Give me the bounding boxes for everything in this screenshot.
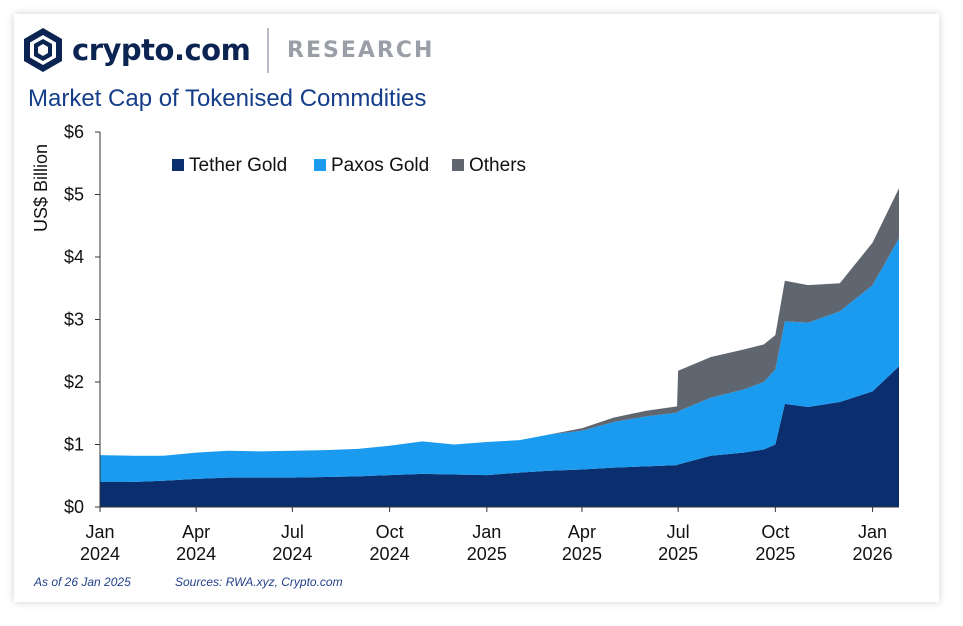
- y-tick-label: $3: [64, 310, 84, 330]
- x-tick-label-month: Jul: [667, 522, 690, 542]
- x-tick-label-year: 2025: [658, 544, 698, 564]
- y-tick-label: $5: [64, 185, 84, 205]
- y-tick-label: $1: [64, 435, 84, 455]
- y-tick-label: $6: [64, 122, 84, 142]
- as-of-note: As of 26 Jan 2025: [34, 575, 131, 589]
- chart-axes: $0$1$2$3$4$5$6Jan2024Apr2024Jul2024Oct20…: [64, 122, 899, 564]
- crypto-com-logo: [24, 28, 62, 72]
- y-tick-label: $2: [64, 372, 84, 392]
- chart-title: Market Cap of Tokenised Commdities: [28, 85, 427, 112]
- x-tick-label-month: Jan: [858, 522, 887, 542]
- brand-name: crypto.com: [72, 33, 251, 67]
- area-tether-gold: [100, 366, 899, 507]
- sources-note: Sources: RWA.xyz, Crypto.com: [175, 575, 343, 589]
- legend-swatch-paxos-gold: [314, 159, 326, 171]
- legend-label-others: Others: [469, 155, 526, 176]
- legend-swatch-others: [452, 159, 464, 171]
- x-tick-label-year: 2025: [467, 544, 507, 564]
- chart-areas: [100, 188, 899, 507]
- x-tick-label-month: Jan: [85, 522, 114, 542]
- x-tick-label-year: 2024: [370, 544, 410, 564]
- x-tick-label-year: 2024: [176, 544, 216, 564]
- chart-legend: Tether Gold Paxos Gold Others: [172, 155, 526, 176]
- x-tick-label-year: 2024: [272, 544, 312, 564]
- legend-label-tether-gold: Tether Gold: [189, 155, 287, 176]
- area-paxos-gold: [100, 238, 899, 482]
- legend-label-paxos-gold: Paxos Gold: [331, 155, 429, 176]
- x-tick-label-month: Apr: [182, 522, 210, 542]
- x-tick-label-year: 2025: [755, 544, 795, 564]
- y-axis-label: US$ Billion: [31, 144, 51, 232]
- y-tick-label: $4: [64, 247, 84, 267]
- x-tick-label-month: Jan: [472, 522, 501, 542]
- brand-divider: [267, 28, 269, 73]
- x-tick-label-month: Jul: [281, 522, 304, 542]
- area-others: [100, 188, 899, 456]
- y-tick-label: $0: [64, 497, 84, 517]
- x-tick-label-month: Oct: [761, 522, 789, 542]
- x-tick-label-month: Oct: [376, 522, 404, 542]
- brand-section-label: RESEARCH: [287, 38, 435, 63]
- x-tick-label-year: 2024: [80, 544, 120, 564]
- x-tick-label-year: 2026: [853, 544, 893, 564]
- legend-swatch-tether-gold: [172, 159, 184, 171]
- x-tick-label-month: Apr: [568, 522, 596, 542]
- x-tick-label-year: 2025: [562, 544, 602, 564]
